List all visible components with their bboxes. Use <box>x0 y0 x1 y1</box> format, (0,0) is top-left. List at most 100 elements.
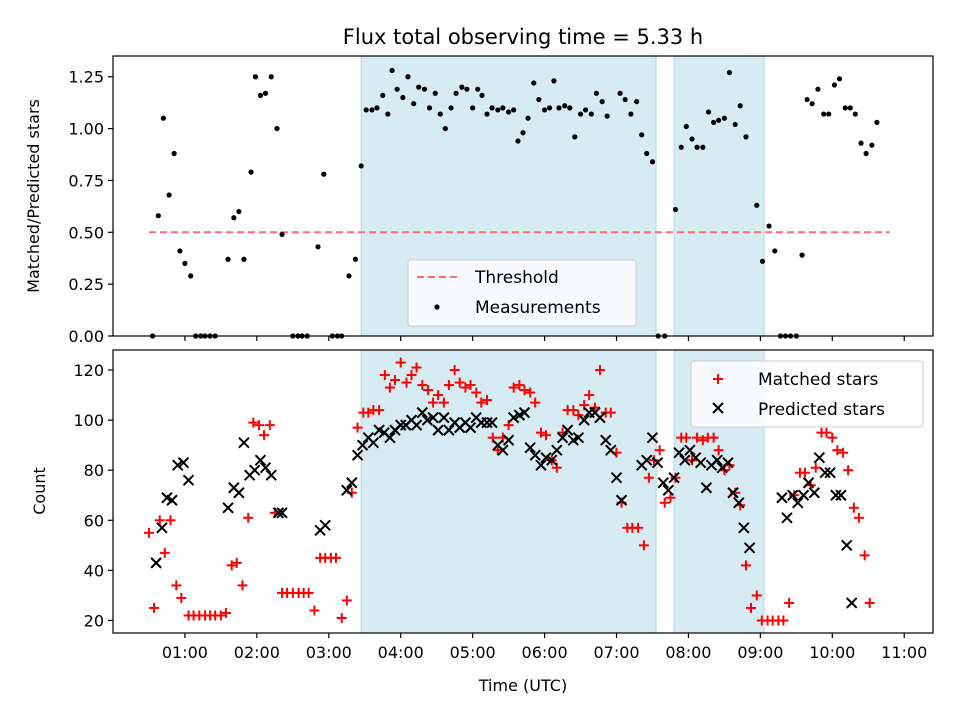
measurement-point <box>547 105 553 111</box>
measurement-point <box>577 111 584 117</box>
matched-stars-point <box>810 462 821 473</box>
measurement-point <box>432 90 438 96</box>
predicted-stars-point <box>668 472 680 484</box>
matched-stars-point <box>264 420 275 431</box>
matched-stars-point <box>171 580 182 591</box>
bottom-y-axis-label: Count <box>30 467 49 515</box>
matched-stars-point <box>303 587 314 598</box>
matched-stars-point <box>336 612 347 623</box>
matched-stars-point <box>821 427 832 438</box>
x-tick-label: 06:00 <box>522 643 568 662</box>
top-y-tick-label: 0.25 <box>68 275 104 294</box>
matched-stars-point <box>476 397 487 408</box>
matched-stars-point <box>143 527 154 538</box>
predicted-stars-point <box>802 477 815 489</box>
predicted-stars-point <box>797 489 810 501</box>
measurement-point <box>380 92 386 99</box>
predicted-stars-point <box>346 477 358 489</box>
measurement-point <box>842 105 848 111</box>
x-tick-label: 02:00 <box>234 643 280 662</box>
predicted-stars-point <box>265 469 277 481</box>
matched-stars-point <box>363 407 374 418</box>
bottom-data-marks <box>143 357 875 626</box>
measurement-point <box>809 101 815 107</box>
measurement-point <box>506 109 512 115</box>
matched-stars-point <box>633 522 644 533</box>
top-y-tick-label: 0.75 <box>68 171 104 190</box>
predicted-stars-point <box>427 411 439 424</box>
matched-stars-point <box>665 492 676 503</box>
measurement-point <box>374 105 380 111</box>
predicted-stars-point <box>276 507 288 519</box>
predicted-stars-point <box>819 467 831 479</box>
matched-stars-point <box>389 375 400 386</box>
measurement-point <box>694 144 700 150</box>
predicted-stars-point <box>356 439 369 451</box>
bottom-x-ticks: 01:00 02:00 03:00 04:00 05:00 06:00 07:00 08:00… <box>162 633 927 662</box>
measurement-point <box>804 96 810 103</box>
matched-stars-point <box>465 380 476 391</box>
measurement-point <box>622 96 628 103</box>
top-panel: 0.00 0.25 0.50 0.75 1.00 1.25 Flux total obse… <box>24 25 934 346</box>
predicted-stars-point <box>615 494 628 506</box>
predicted-stars-point <box>651 456 664 469</box>
measurement-point <box>231 215 237 221</box>
measurement-point <box>732 121 738 128</box>
measurement-point <box>489 105 495 111</box>
measurement-point <box>869 142 875 148</box>
predicted-stars-point <box>808 487 821 499</box>
measurement-point <box>874 119 880 125</box>
predicted-stars-point <box>846 597 858 609</box>
measurement-point <box>369 107 375 113</box>
bottom-y-ticks: 20 40 60 80 100 120 <box>73 361 113 630</box>
matched-stars-point <box>848 502 859 513</box>
matched-stars-point <box>423 385 434 396</box>
predicted-stars-point <box>438 411 450 424</box>
measurement-point <box>236 208 242 215</box>
measurement-point <box>852 111 858 117</box>
matched-stars-point <box>799 467 810 478</box>
predicted-stars-point <box>351 449 364 461</box>
measurement-point <box>858 140 864 146</box>
legend-matched-marker-icon <box>713 374 723 384</box>
matched-stars-point <box>670 472 681 483</box>
measurement-point <box>495 107 501 113</box>
matched-stars-point <box>519 385 530 396</box>
predicted-stars-point <box>395 419 407 431</box>
measurement-point <box>352 256 359 262</box>
predicted-stars-point <box>787 489 799 501</box>
measurement-point <box>268 74 274 80</box>
top-axes-frame <box>112 55 934 337</box>
predicted-stars-point <box>150 557 162 569</box>
measurement-point <box>315 244 321 250</box>
measurement-point <box>582 107 589 113</box>
predicted-stars-point <box>657 477 669 489</box>
predicted-stars-point <box>233 487 245 499</box>
measurement-point <box>405 74 411 80</box>
predicted-stars-point <box>421 414 434 426</box>
predicted-stars-point <box>319 519 331 532</box>
predicted-stars-point <box>600 434 612 446</box>
measurement-point <box>743 134 749 140</box>
matched-stars-point <box>417 380 428 391</box>
predicted-stars-point <box>605 444 617 456</box>
measurement-point <box>257 92 264 99</box>
measurement-point <box>171 150 177 157</box>
matched-stars-point <box>428 397 439 408</box>
measurement-point <box>515 138 521 144</box>
matched-stars-point <box>713 445 724 456</box>
measurement-point <box>826 111 832 117</box>
measurement-point <box>599 99 605 105</box>
measurement-point <box>464 86 470 92</box>
measurement-point <box>766 223 772 229</box>
matched-stars-point <box>784 597 795 608</box>
predicted-stars-point <box>641 454 653 466</box>
top-y-tick-label: 0.50 <box>68 223 104 242</box>
bottom-y-tick-label: 40 <box>84 561 104 580</box>
measurement-point <box>385 111 391 117</box>
measurement-point <box>689 136 695 142</box>
measurement-point <box>321 171 327 177</box>
predicted-stars-point <box>367 436 380 449</box>
measurement-point <box>737 103 743 109</box>
matched-stars-point <box>237 580 248 591</box>
